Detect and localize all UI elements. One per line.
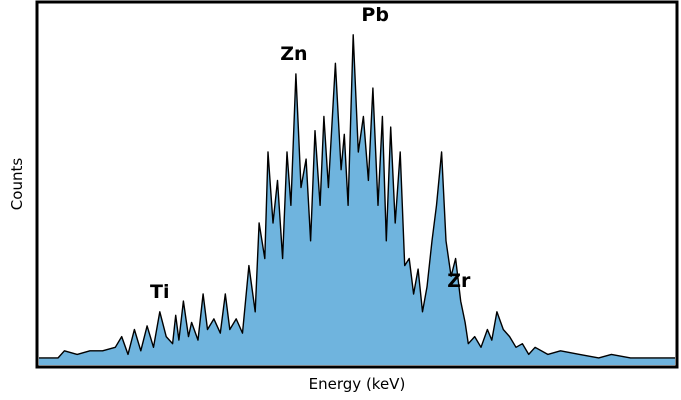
spectrum-line bbox=[39, 34, 675, 359]
x-axis-label: Energy (keV) bbox=[309, 375, 406, 393]
peak-label-pb: Pb bbox=[361, 4, 389, 26]
series-layer bbox=[39, 34, 675, 366]
spectrum-area bbox=[39, 34, 675, 366]
annotation-layer: Ti Zn Pb Zr bbox=[150, 4, 471, 303]
peak-label-zn: Zn bbox=[280, 43, 307, 65]
y-axis-label: Counts bbox=[8, 158, 26, 211]
plot-frame bbox=[35, 0, 679, 369]
peak-label-ti: Ti bbox=[150, 281, 169, 303]
peak-label-zr: Zr bbox=[447, 270, 471, 292]
